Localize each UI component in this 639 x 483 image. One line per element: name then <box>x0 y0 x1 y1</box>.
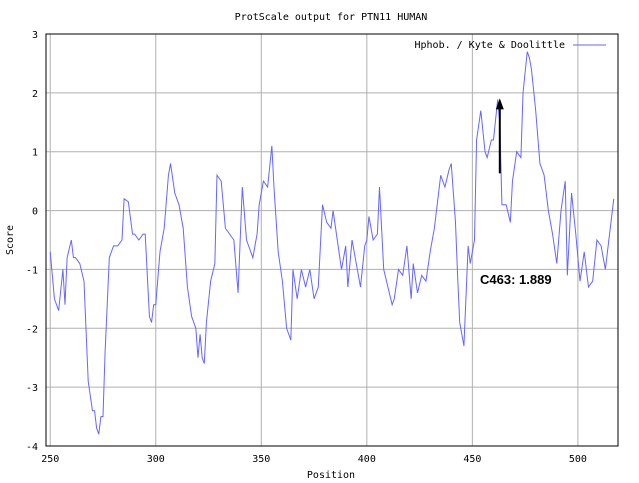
annotation-label: C463: 1.889 <box>480 272 552 287</box>
y-tick-label: 2 <box>32 89 38 100</box>
y-tick-labels: -4 -3 -2 -1 0 1 2 3 <box>26 30 38 453</box>
gridlines <box>46 34 618 446</box>
y-tick-label: 0 <box>32 207 38 218</box>
legend: Hphob. / Kyte & Doolittle <box>414 40 606 51</box>
y-axis-label: Score <box>5 225 16 255</box>
y-tick-label: -4 <box>26 442 38 453</box>
x-tick-label: 500 <box>569 454 587 465</box>
y-tick-label: -3 <box>26 383 38 394</box>
x-axis-label: Position <box>307 470 355 481</box>
x-tick-label: 450 <box>463 454 481 465</box>
annotation: C463: 1.889 <box>480 98 552 287</box>
series-line <box>49 51 615 435</box>
x-tick-label: 350 <box>252 454 270 465</box>
x-tick-label: 400 <box>358 454 376 465</box>
series-layer <box>49 51 615 435</box>
chart-title: ProtScale output for PTN11 HUMAN <box>235 12 428 23</box>
legend-label: Hphob. / Kyte & Doolittle <box>414 40 565 51</box>
y-tick-label: -2 <box>26 324 38 335</box>
y-tick-label: -1 <box>26 265 38 276</box>
y-tick-label: 3 <box>32 30 38 41</box>
x-tick-labels: 250 300 350 400 450 500 <box>41 454 587 465</box>
y-tick-label: 1 <box>32 148 38 159</box>
x-tick-label: 300 <box>147 454 165 465</box>
annotation-arrow-head <box>495 98 504 110</box>
x-tick-label: 250 <box>41 454 59 465</box>
plot-area <box>45 33 619 447</box>
